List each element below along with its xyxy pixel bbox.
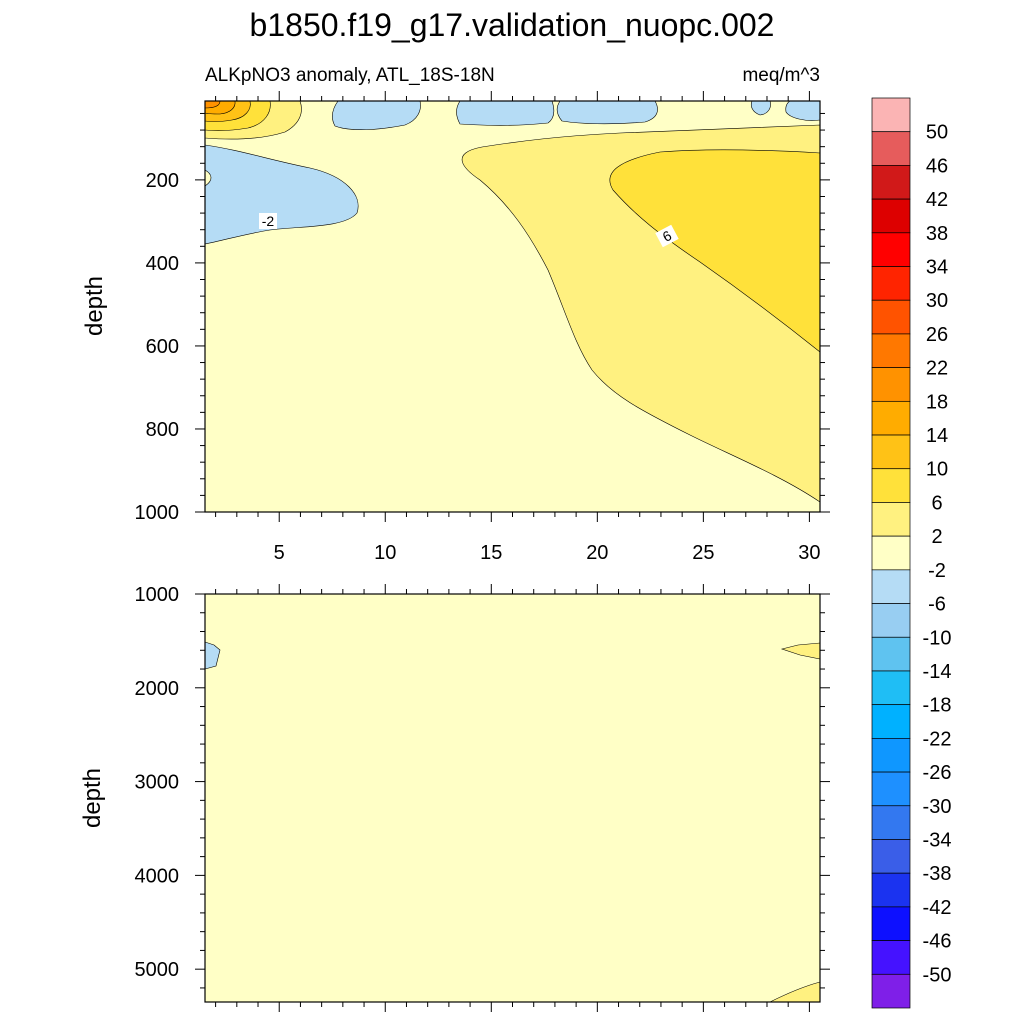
colorbar-swatch (871, 636, 911, 672)
colorbar-swatch (871, 872, 911, 908)
colorbar-label: -2 (928, 560, 946, 582)
upper-panel: -2 6 5 10 15 20 25 30 200 400 600 800 1000 depth (81, 91, 830, 564)
colorbar-label: 42 (926, 189, 948, 211)
y-tick-label: 1000 (135, 502, 180, 524)
colorbar-swatch (871, 434, 911, 470)
colorbar-swatch (871, 502, 911, 537)
colorbar-swatch (871, 367, 911, 402)
x-tick-label: 15 (480, 542, 502, 564)
colorbar-swatch (871, 333, 911, 368)
colorbar-label: -30 (923, 796, 952, 818)
colorbar-label: -10 (923, 627, 952, 649)
colorbar-swatch (871, 131, 911, 166)
lower-background-fill (205, 594, 820, 1002)
colorbar-swatch (871, 97, 911, 133)
figure-title: b1850.f19_g17.validation_nuopc.002 (250, 7, 775, 43)
colorbar-label: 2 (931, 526, 942, 548)
left-subtitle: ALKpNO3 anomaly, ATL_18S-18N (205, 65, 495, 86)
y-tick-label: 4000 (135, 865, 180, 887)
y-tick-label: 400 (146, 253, 179, 275)
right-subtitle: meq/m^3 (742, 65, 820, 86)
colorbar-swatch (871, 670, 911, 706)
y-tick-label: 200 (146, 170, 179, 192)
colorbar-swatch (871, 738, 911, 773)
colorbar-label: 18 (926, 391, 948, 413)
colorbar-label: 22 (926, 358, 948, 380)
colorbar-swatch (871, 771, 911, 807)
colorbar-swatch (871, 973, 911, 1009)
colorbar-label: 46 (926, 155, 948, 177)
colorbar-label: 34 (926, 257, 948, 279)
colorbar-label: -14 (923, 661, 952, 683)
colorbar-label: 38 (926, 223, 948, 245)
upper-region-neg-patch-2 (456, 100, 555, 126)
colorbar-swatch (871, 940, 911, 975)
upper-region-neg-patch-3 (556, 100, 658, 125)
colorbar-label: -38 (923, 863, 952, 885)
colorbar-swatch (871, 603, 911, 638)
colorbar-label: -46 (923, 931, 952, 953)
colorbar-swatch (871, 468, 911, 503)
colorbar-swatch (871, 198, 911, 234)
y-tick-label: 1000 (135, 584, 180, 606)
colorbar-swatch (871, 299, 911, 335)
colorbar-label: 14 (926, 425, 948, 447)
x-tick-label: 5 (274, 542, 285, 564)
colorbar-swatch (871, 805, 911, 840)
upper-contour-label-6: 6 (655, 224, 679, 248)
svg-text:-2: -2 (262, 213, 275, 229)
y-tick-label: 3000 (135, 772, 180, 794)
colorbar-label: -18 (923, 695, 952, 717)
upper-contour-label-neg2: -2 (259, 213, 277, 229)
y-tick-label: 5000 (135, 959, 180, 981)
upper-region-6to10-core (609, 149, 821, 353)
upper-ylabel: depth (81, 276, 108, 336)
colorbar-swatch (871, 266, 911, 301)
upper-region-neg-patch-4 (750, 100, 771, 116)
colorbar: 50 46 42 38 34 30 26 22 18 14 10 6 2 -2 -6 -10 -14 -18 -22… (871, 97, 952, 1009)
colorbar-swatch (871, 165, 911, 200)
lower-panel: 1000 2000 3000 4000 5000 depth (79, 584, 830, 1012)
colorbar-label: -42 (923, 897, 952, 919)
colorbar-label: 50 (926, 122, 948, 144)
colorbar-label: -22 (923, 728, 952, 750)
upper-region-neg-lens (204, 144, 359, 245)
colorbar-label: 30 (926, 290, 948, 312)
colorbar-swatch (871, 569, 911, 604)
y-tick-label: 600 (146, 336, 179, 358)
y-tick-label: 2000 (135, 678, 180, 700)
colorbar-label: -50 (923, 964, 952, 986)
x-tick-label: 10 (374, 542, 396, 564)
upper-region-neg-patch-5 (785, 100, 821, 121)
colorbar-label: -34 (923, 829, 952, 851)
colorbar-label: 6 (931, 492, 942, 514)
y-tick-label: 800 (146, 419, 179, 441)
colorbar-swatch (871, 535, 911, 571)
colorbar-label: -6 (928, 594, 946, 616)
colorbar-label: -26 (923, 762, 952, 784)
colorbar-swatch (871, 400, 911, 436)
upper-axis-ticks: 5 10 15 20 25 30 200 400 600 800 1000 (135, 91, 830, 564)
colorbar-swatch (871, 704, 911, 739)
x-tick-label: 30 (798, 542, 820, 564)
colorbar-swatch (871, 839, 911, 874)
colorbar-label: 10 (926, 459, 948, 481)
colorbar-swatch (871, 232, 911, 267)
colorbar-swatch (871, 906, 911, 941)
lower-ylabel: depth (79, 768, 106, 828)
x-tick-label: 20 (586, 542, 608, 564)
lower-axis-ticks: 1000 2000 3000 4000 5000 (135, 584, 830, 1012)
x-tick-label: 25 (692, 542, 714, 564)
upper-region-neg-patch-1 (332, 100, 421, 130)
colorbar-label: 26 (926, 324, 948, 346)
